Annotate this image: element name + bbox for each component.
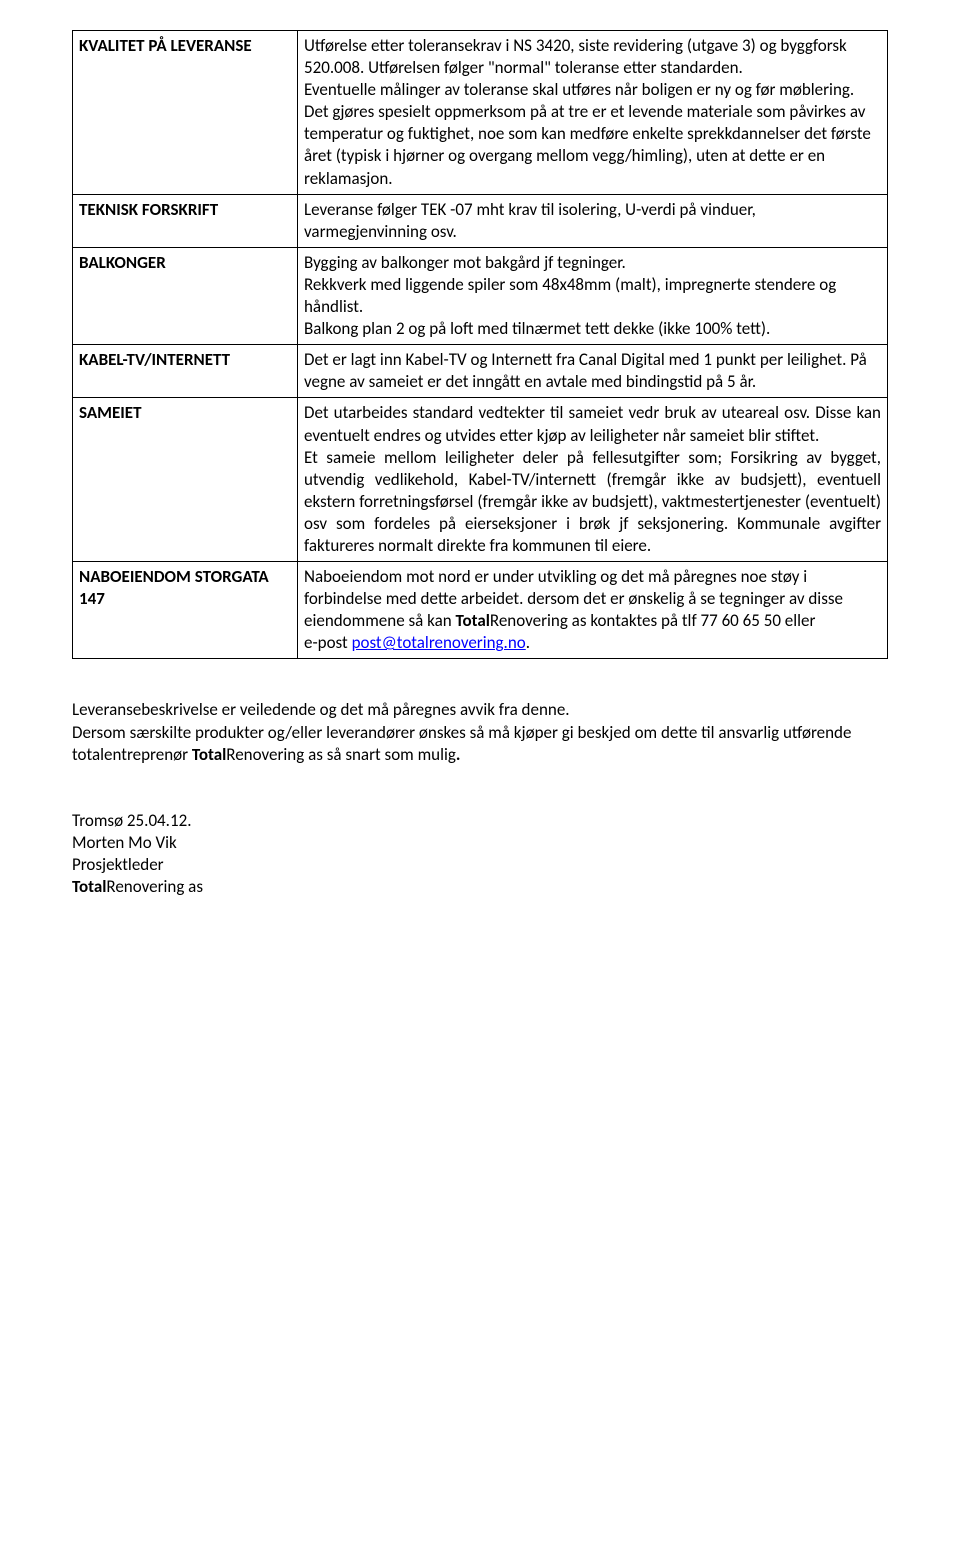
table-row: SAMEIETDet utarbeides standard vedtekter…	[73, 398, 888, 562]
row-content: Det utarbeides standard vedtekter til sa…	[298, 398, 888, 562]
row-content: Det er lagt inn Kabel-TV og Internett fr…	[298, 345, 888, 398]
row-label: SAMEIET	[73, 398, 298, 562]
signature-title: Prosjektleder	[72, 854, 888, 876]
footer-p1: Leveransebeskrivelse er veiledende og de…	[72, 699, 888, 721]
table-row: BALKONGERBygging av balkonger mot bakgår…	[73, 247, 888, 344]
row-label: KVALITET PÅ LEVERANSE	[73, 31, 298, 195]
table-row: KVALITET PÅ LEVERANSEUtførelse etter tol…	[73, 31, 888, 195]
row-content: Leveranse følger TEK -07 mht krav til is…	[298, 194, 888, 247]
table-row: KABEL-TV/INTERNETTDet er lagt inn Kabel-…	[73, 345, 888, 398]
signature-name: Morten Mo Vik	[72, 832, 888, 854]
row-label: BALKONGER	[73, 247, 298, 344]
footer-text: Leveransebeskrivelse er veiledende og de…	[72, 699, 888, 765]
email-link[interactable]: post@totalrenovering.no	[352, 632, 526, 653]
spec-table: KVALITET PÅ LEVERANSEUtførelse etter tol…	[72, 30, 888, 659]
table-row: TEKNISK FORSKRIFTLeveranse følger TEK -0…	[73, 194, 888, 247]
row-content: Utførelse etter toleransekrav i NS 3420,…	[298, 31, 888, 195]
signature-block: Tromsø 25.04.12. Morten Mo Vik Prosjektl…	[72, 810, 888, 898]
row-label: TEKNISK FORSKRIFT	[73, 194, 298, 247]
row-label: NABOEIENDOM STORGATA 147	[73, 562, 298, 659]
table-row: NABOEIENDOM STORGATA 147Naboeiendom mot …	[73, 562, 888, 659]
row-label: KABEL-TV/INTERNETT	[73, 345, 298, 398]
signature-company: TotalRenovering as	[72, 876, 888, 898]
row-content: Naboeiendom mot nord er under utvikling …	[298, 562, 888, 659]
signature-date: Tromsø 25.04.12.	[72, 810, 888, 832]
footer-p2: Dersom særskilte produkter og/eller leve…	[72, 722, 888, 766]
row-content: Bygging av balkonger mot bakgård jf tegn…	[298, 247, 888, 344]
